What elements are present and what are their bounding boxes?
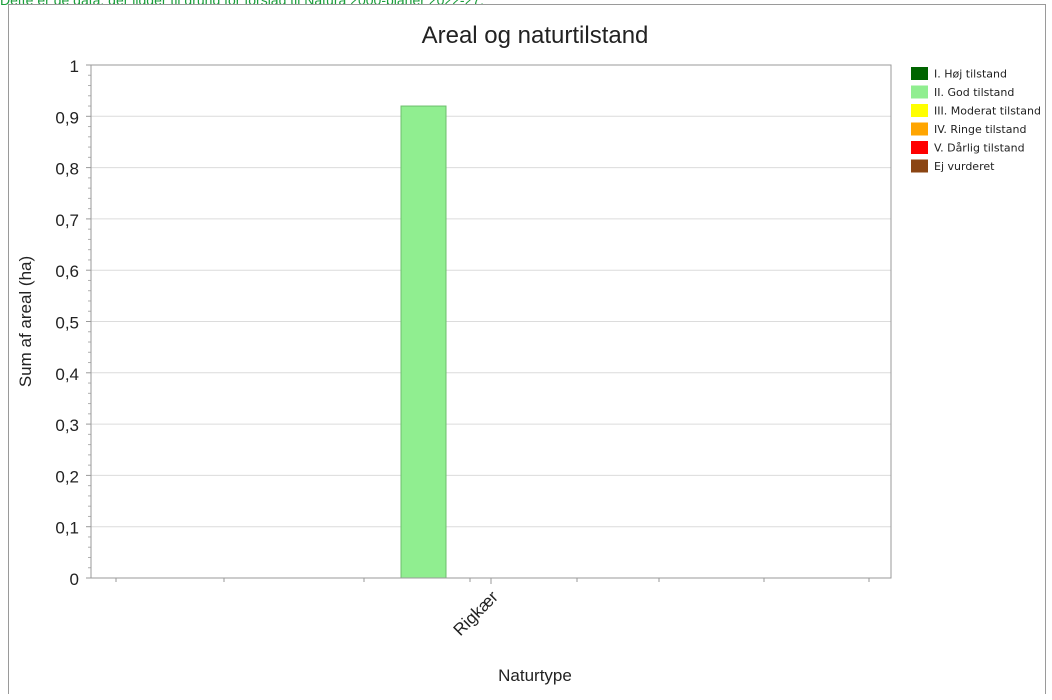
legend-swatch bbox=[911, 104, 928, 117]
y-tick-label: 0,4 bbox=[55, 365, 79, 384]
y-tick-label: 0,7 bbox=[55, 211, 79, 230]
legend-label: Ej vurderet bbox=[934, 160, 995, 173]
plot-area bbox=[90, 64, 892, 579]
bars bbox=[400, 105, 447, 579]
y-tick-label: 0 bbox=[70, 570, 79, 589]
chart-frame: Areal og naturtilstand 0 0,1 0,2 0,3 0,4 0,5 0… bbox=[8, 4, 1046, 694]
x-axis-label: Naturtype bbox=[498, 666, 572, 685]
legend-swatch bbox=[911, 122, 928, 136]
x-tick-label: Rigkær bbox=[450, 587, 502, 639]
bar-chart: Areal og naturtilstand 00,10,20,30,40,50… bbox=[16, 22, 1041, 685]
y-tick-label: 1 bbox=[70, 57, 79, 76]
y-tick-label: 0,3 bbox=[55, 416, 79, 435]
y-axis-label: Sum af areal (ha) bbox=[16, 256, 35, 387]
gridlines bbox=[91, 115, 891, 528]
legend-label: V. Dårlig tilstand bbox=[934, 142, 1025, 155]
x-axis-ticks: Rigkær bbox=[115, 578, 870, 640]
y-tick-label: 0,8 bbox=[55, 160, 79, 179]
y-tick-label: 0,9 bbox=[55, 108, 79, 127]
legend-swatch bbox=[911, 67, 928, 80]
bar bbox=[400, 105, 447, 579]
legend-swatch bbox=[911, 85, 928, 99]
legend-label: I. Høj tilstand bbox=[934, 68, 1007, 81]
y-tick-label: 0,5 bbox=[55, 314, 79, 333]
chart-title: Areal og naturtilstand bbox=[422, 22, 649, 49]
y-axis-ticks: 0 0,1 0,2 0,3 0,4 0,5 0,6 0,7 0,8 0,9 1 bbox=[55, 57, 91, 589]
legend: I. Høj tilstand II. God tilstand III. Mode… bbox=[911, 67, 1041, 173]
legend-swatch bbox=[911, 159, 928, 173]
y-tick-label: 0,1 bbox=[55, 519, 79, 538]
legend-label: III. Moderat tilstand bbox=[934, 105, 1041, 118]
legend-label: IV. Ringe tilstand bbox=[934, 123, 1026, 136]
y-tick-label: 0,6 bbox=[55, 262, 79, 281]
y-tick-label: 0,2 bbox=[55, 467, 79, 486]
legend-label: II. God tilstand bbox=[934, 86, 1014, 99]
legend-swatch bbox=[911, 141, 928, 154]
